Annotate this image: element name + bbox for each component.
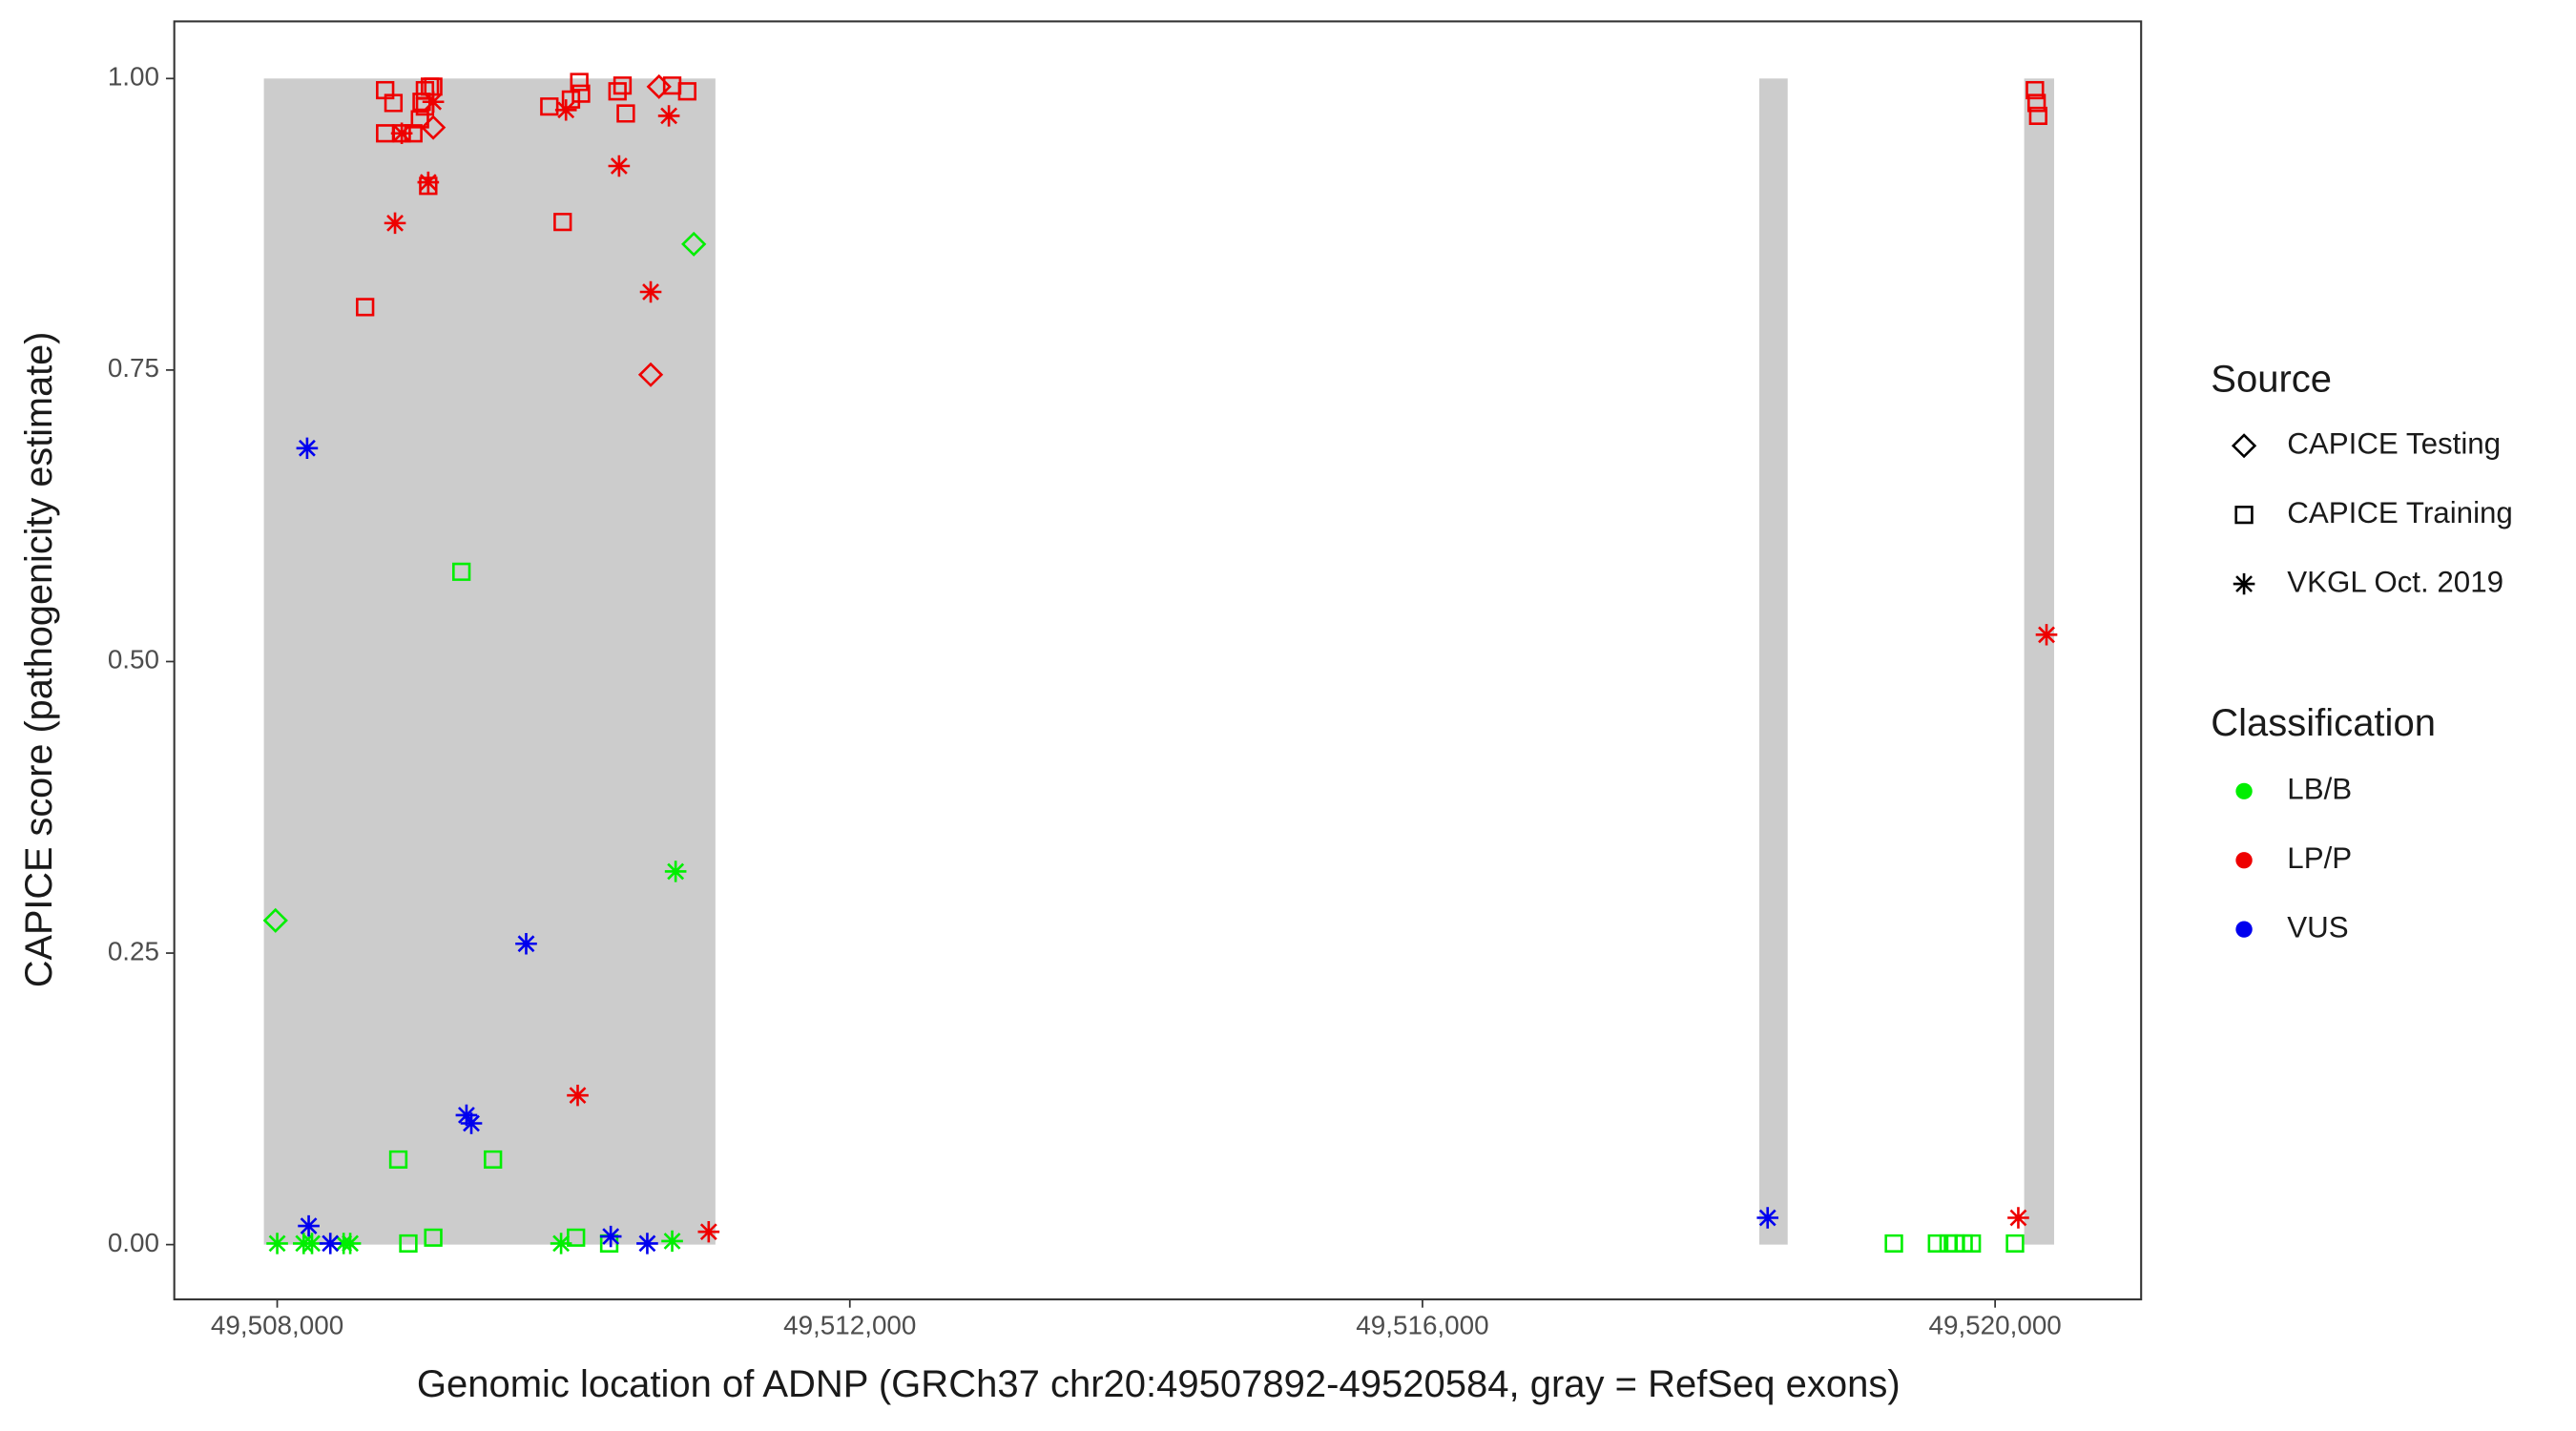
- y-tick-label: 0.75: [108, 353, 159, 383]
- data-point: [424, 1228, 443, 1247]
- data-point: [661, 1230, 683, 1253]
- data-point: [637, 362, 664, 387]
- data-point: [681, 231, 707, 257]
- x-tick-label: 49,520,000: [1929, 1311, 2062, 1340]
- y-axis-title: CAPICE score (pathogenicity estimate): [18, 332, 60, 988]
- exon-band: [2024, 78, 2054, 1245]
- data-point: [1884, 1234, 1903, 1253]
- data-point: [452, 562, 471, 581]
- exon-band: [1759, 78, 1788, 1245]
- data-point: [424, 77, 443, 96]
- legend-symbol: [2233, 572, 2255, 595]
- legend-symbol: [2234, 506, 2254, 525]
- data-point: [677, 82, 696, 101]
- data-point: [2025, 80, 2045, 100]
- x-tick-label: 49,508,000: [211, 1311, 343, 1340]
- data-point: [301, 1233, 323, 1255]
- y-tick-label: 0.50: [108, 645, 159, 674]
- legend-label: VUS: [2287, 910, 2348, 944]
- legend-label: LP/P: [2287, 841, 2352, 875]
- data-point: [415, 97, 435, 116]
- data-point: [356, 298, 375, 317]
- data-point: [339, 1233, 362, 1255]
- data-point: [390, 122, 413, 144]
- data-point: [613, 76, 633, 95]
- data-point: [296, 437, 319, 459]
- data-point: [2035, 624, 2058, 646]
- data-point: [554, 99, 577, 121]
- data-point: [2028, 106, 2047, 125]
- data-point: [550, 1233, 572, 1255]
- legend-symbol: [2231, 433, 2257, 459]
- data-point: [410, 110, 429, 129]
- data-point: [657, 105, 680, 127]
- data-point: [484, 1150, 503, 1169]
- x-axis-title: Genomic location of ADNP (GRCh37 chr20:4…: [417, 1363, 1901, 1405]
- y-tick-label: 1.00: [108, 62, 159, 92]
- y-tick-label: 0.25: [108, 936, 159, 965]
- data-point: [266, 1233, 288, 1255]
- data-point: [646, 73, 672, 99]
- data-point: [639, 280, 662, 303]
- data-point: [455, 1104, 478, 1127]
- data-point: [616, 104, 635, 123]
- data-point: [2007, 1207, 2029, 1229]
- legend-label: CAPICE Testing: [2287, 427, 2501, 461]
- legend-symbol: [2235, 852, 2253, 869]
- data-point: [376, 80, 395, 100]
- data-point: [1963, 1234, 1982, 1253]
- y-tick-label: 0.00: [108, 1228, 159, 1257]
- data-point: [460, 1112, 483, 1134]
- data-point: [664, 861, 687, 882]
- data-point: [420, 114, 447, 140]
- exon-band: [263, 78, 716, 1245]
- data-point: [599, 1225, 622, 1248]
- legend-symbol: [2235, 921, 2253, 938]
- data-point: [298, 1214, 320, 1237]
- legend-symbol: [2235, 782, 2253, 799]
- data-point: [571, 84, 591, 103]
- data-point: [567, 1084, 589, 1107]
- legend-label: VKGL Oct. 2019: [2287, 565, 2503, 598]
- plot-border: [173, 20, 2143, 1301]
- data-point: [553, 213, 572, 232]
- data-point: [2027, 93, 2046, 113]
- data-point: [540, 97, 559, 116]
- data-point: [1939, 1234, 1959, 1253]
- data-point: [636, 1233, 658, 1255]
- data-point: [697, 1220, 720, 1243]
- data-point: [399, 1234, 418, 1253]
- data-point: [570, 73, 589, 92]
- x-tick-label: 49,516,000: [1356, 1311, 1488, 1340]
- x-tick-label: 49,512,000: [783, 1311, 916, 1340]
- data-point: [422, 91, 445, 113]
- data-point: [388, 1150, 408, 1169]
- data-point: [417, 171, 440, 194]
- data-point: [384, 93, 404, 113]
- data-point: [608, 82, 627, 101]
- data-point: [515, 933, 537, 955]
- data-point: [319, 1233, 342, 1255]
- data-point: [419, 176, 438, 196]
- data-point: [608, 155, 631, 177]
- data-point: [2005, 1234, 2025, 1253]
- legend-label: CAPICE Training: [2287, 496, 2513, 529]
- data-point: [262, 907, 288, 933]
- legend-label: LB/B: [2287, 773, 2352, 806]
- data-point: [567, 1228, 586, 1247]
- data-point: [1927, 1234, 1946, 1253]
- legend-title: Classification: [2211, 702, 2436, 744]
- data-point: [384, 212, 406, 235]
- legend-title: Source: [2211, 359, 2332, 401]
- data-point: [1756, 1207, 1779, 1229]
